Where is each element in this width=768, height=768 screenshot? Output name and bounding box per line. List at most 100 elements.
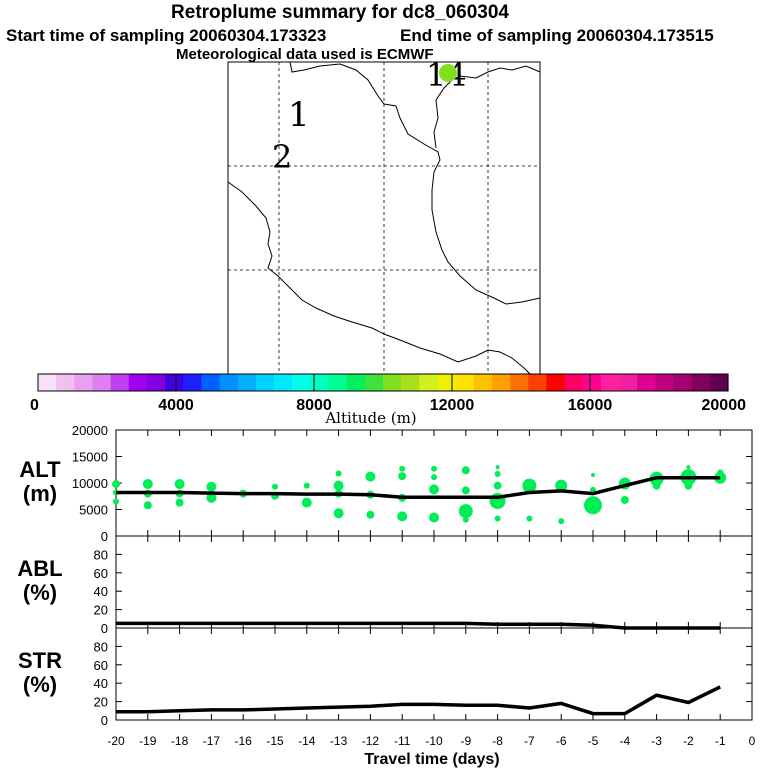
colorbar-swatch [437,374,457,391]
plume-point [431,465,437,472]
y-tick-label: 0 [101,713,108,728]
plume-point [717,469,724,476]
colorbar-swatch [637,374,656,391]
map-gridlines [228,62,540,374]
map-panel: 1 2 14 [227,56,541,375]
x-tick-label: -13 [330,734,348,748]
panel-abl: 0 20 40 60 80 ABL(%) [17,535,753,636]
plume-point [206,481,217,492]
plume-point [429,512,439,523]
panel-ylabel: ALT [19,457,61,482]
plume-point [458,504,473,519]
colorbar-swatch [328,374,348,391]
panel-ylabel: ABL [17,556,62,581]
y-tick-label: 0 [101,621,108,636]
panel-ylabel: (%) [23,672,57,697]
y-tick-label: 10000 [72,476,108,491]
colorbar-tick-label: 20000 [702,397,747,414]
x-tick-label: -16 [235,734,253,748]
colorbar-swatch [38,374,57,391]
map-coastlines [227,61,541,375]
map-marker-1: 1 [288,95,310,135]
plume-point [174,479,185,490]
plume-point [462,516,469,523]
x-tick-label: -1 [715,734,726,748]
plume-point [686,465,691,470]
plume-point [526,515,533,522]
panel-ylabel: STR [18,648,62,673]
plume-point [584,496,602,515]
plume-point [398,472,407,481]
plume-point [333,480,344,491]
x-tick-label: -17 [203,734,221,748]
plume-point [142,479,153,490]
x-tick-label: -8 [492,734,503,748]
met-data-label: Meteorological data used is ECMWF [176,46,434,63]
plume-point [429,484,439,495]
colorbar-tick-label: 8000 [296,397,332,414]
colorbar-swatch [528,374,548,391]
colorbar-swatch [219,374,239,391]
colorbar-swatch [546,374,566,391]
series-line-abl [116,621,721,630]
chart-title: Retroplume summary for dc8_060304 [171,2,509,23]
panel-alt: 0 5000 10000 15000 20000 ALT(m) [19,423,753,544]
colorbar-swatch [600,374,620,391]
colorbar-swatch [92,374,112,391]
colorbar-swatch [346,374,366,391]
colorbar-tick-label: 12000 [430,397,475,414]
plume-point [301,497,312,508]
plume-point [335,470,342,477]
colorbar-title: Altitude (m) [324,409,416,427]
x-tick-label: -9 [460,734,471,748]
plume-point [461,466,470,475]
x-axis: -20 -19 -18 -17 -16 -15 -14 -13 -12 -11 -10 -9 -8 -7-… [107,734,755,768]
altitude-colorbar [37,373,729,392]
map-marker-2: 2 [272,138,292,176]
x-tick-label: -6 [556,734,567,748]
x-tick-label: -10 [425,734,443,748]
plume-point [620,495,629,504]
plume-point [494,470,501,477]
release-point [439,64,457,82]
plume-point [684,481,693,490]
colorbar-swatch [110,374,130,391]
panel-str: 0 20 40 60 80 STR(%) [18,627,753,728]
plume-point [495,465,500,470]
plume-point [333,508,344,519]
colorbar-swatch [201,374,221,391]
plume-point [591,473,595,478]
x-tick-label: -7 [524,734,535,748]
y-tick-label: 60 [94,566,108,581]
x-tick-label: -2 [683,734,694,748]
colorbar-swatch [491,374,511,391]
colorbar-swatch [455,374,475,391]
colorbar-swatch [419,374,439,391]
panel-ylabel: (%) [23,580,57,605]
colorbar-swatch [582,374,602,391]
x-axis-label: Travel time (days) [364,751,499,768]
plume-point [365,471,376,482]
x-tick-label: -19 [139,734,157,748]
x-tick-label: -20 [107,734,125,748]
panel-ylabel: (m) [23,481,57,506]
colorbar-swatch [383,374,402,391]
colorbar-tick-label: 16000 [568,397,613,414]
y-tick-label: 40 [94,676,108,691]
plume-point [175,498,184,507]
series-line-str [116,685,721,716]
colorbar-swatch [691,374,711,391]
x-tick-label: -11 [394,734,411,748]
plume-point [397,511,408,522]
colorbar-swatch [673,374,693,391]
y-tick-label: 15000 [72,450,108,465]
y-tick-label: 20 [94,695,108,710]
colorbar-swatch [274,374,293,391]
plume-point [206,492,217,503]
colorbar-swatch [510,374,529,391]
y-tick-label: 80 [94,547,108,562]
colorbar-swatch [237,374,257,391]
x-tick-label: -15 [266,734,284,748]
colorbar-swatch [364,374,384,391]
